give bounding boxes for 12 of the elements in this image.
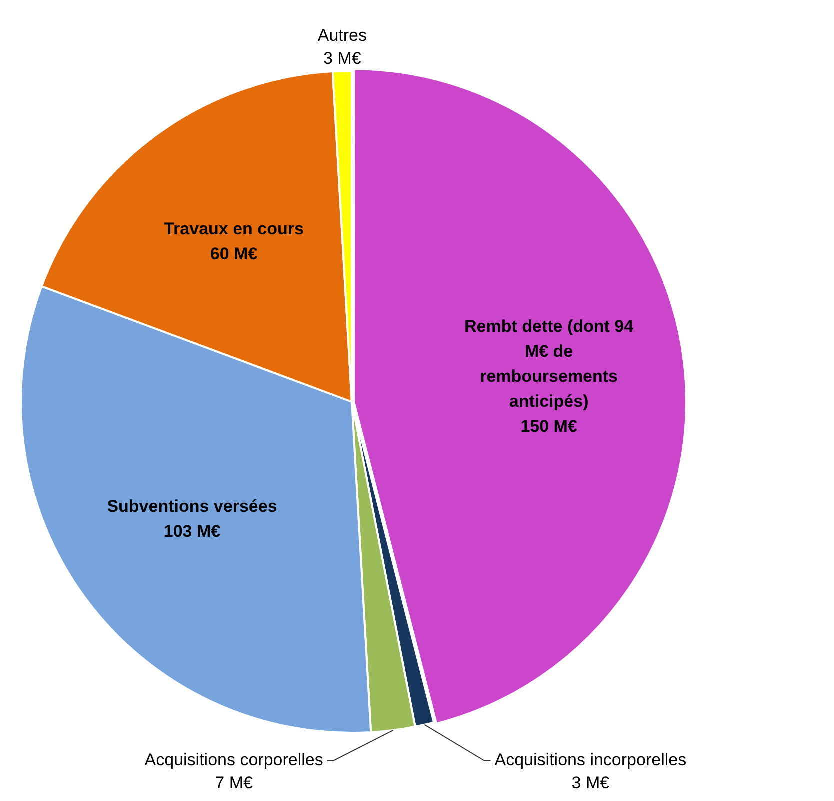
data-label: 7 M€ — [215, 774, 254, 793]
data-label: 3 M€ — [572, 774, 610, 793]
data-label: 60 M€ — [210, 244, 258, 264]
slice-label: Autres — [318, 26, 367, 45]
slice-label: Acquisitions incorporelles — [494, 750, 687, 770]
slice-label: Travaux en cours — [164, 219, 304, 238]
slice-label: Acquisitions corporelles — [144, 750, 324, 770]
slice-label: Subventions versées — [107, 497, 278, 516]
data-label: 103 M€ — [164, 522, 222, 542]
slice-label: Rembt dette (dont 94 M€ de remboursements anticipés) — [464, 316, 634, 411]
data-label: 3 M€ — [324, 48, 362, 68]
data-label: 150 M€ — [520, 416, 578, 436]
